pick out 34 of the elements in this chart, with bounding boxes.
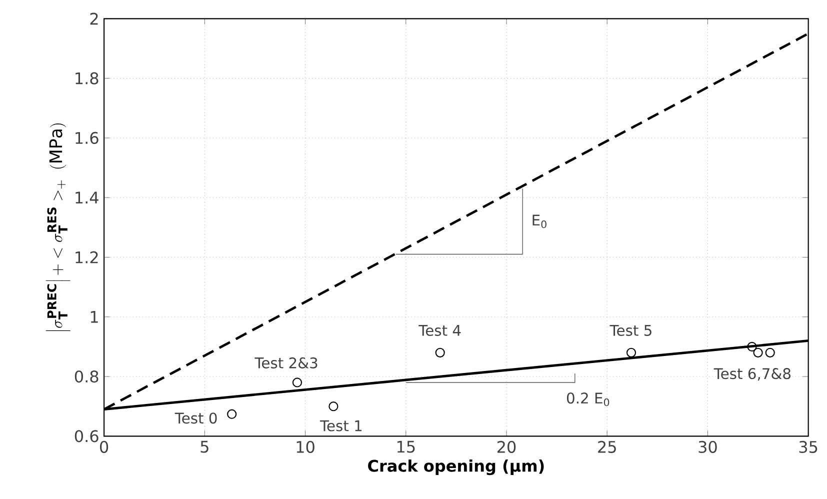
- annotation: Test 4: [418, 325, 461, 336]
- point: [292, 378, 302, 388]
- x-tick-label: 0: [100, 440, 108, 454]
- x-tick-label: 10: [296, 440, 314, 454]
- point: [765, 348, 775, 358]
- x-tick-label: 35: [799, 440, 818, 454]
- y-tick-label: 1.8: [76, 72, 98, 84]
- x-tick-label: 5: [200, 440, 208, 453]
- y-tick-label: 1.2: [76, 251, 98, 264]
- annotation: Test 1: [320, 420, 362, 432]
- annotation: Test 5: [610, 325, 652, 336]
- point: [435, 348, 445, 358]
- y-tick-label: 2: [90, 12, 98, 25]
- y-tick-label: 0.8: [74, 370, 98, 383]
- x-tick-label: 20: [497, 440, 516, 454]
- x-axis-title: Crack opening (μm): [368, 460, 544, 476]
- point: [626, 348, 636, 358]
- annotation: Test 6,7&8: [714, 368, 790, 381]
- x-tick-label: 30: [698, 440, 717, 454]
- y-tick-label: 1.6: [76, 132, 98, 144]
- y-tick-label: 1.4: [76, 192, 98, 204]
- annotation: Test 0: [174, 412, 217, 424]
- annotation: Test 2&3: [254, 357, 318, 368]
- y-tick-label: 0.6: [74, 430, 98, 442]
- point: [747, 342, 757, 352]
- x-tick-label: 15: [397, 440, 415, 453]
- y-axis-title: $\left|\sigma_{\mathbf{T}}^{\mathbf{PREC}}\right| + < \sigma_{\mathbf{T}}^{\mathbf{RES}} >_{+} \;(\mathrm{MPa})$: [46, 124, 70, 332]
- y-tick-label: 1: [90, 311, 98, 323]
- annotation: 0.2 E$_{0}$: [566, 392, 610, 406]
- annotation: E$_{0}$: [532, 214, 546, 228]
- x-tick-label: 25: [598, 440, 616, 454]
- point: [328, 402, 338, 412]
- point: [753, 348, 763, 358]
- point: [227, 409, 237, 419]
